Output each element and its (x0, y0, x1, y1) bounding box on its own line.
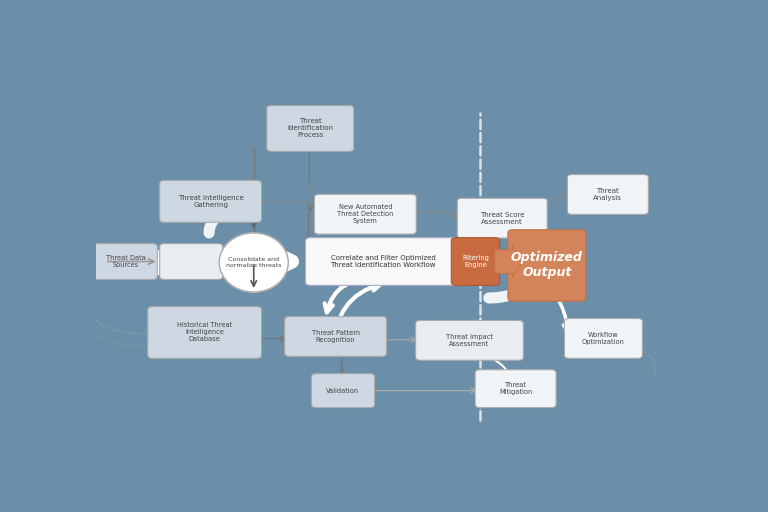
Text: Threat Intelligence
Gathering: Threat Intelligence Gathering (177, 195, 243, 208)
Ellipse shape (219, 233, 288, 292)
FancyBboxPatch shape (147, 307, 261, 358)
Text: Threat
Analysis: Threat Analysis (594, 188, 622, 201)
FancyBboxPatch shape (285, 316, 386, 356)
FancyBboxPatch shape (475, 370, 556, 408)
Text: Historical Threat
Intelligence
Database: Historical Threat Intelligence Database (177, 323, 232, 343)
Text: Threat Score
Assessment: Threat Score Assessment (480, 211, 525, 225)
Text: Threat Data
Sources: Threat Data Sources (106, 255, 146, 268)
Text: Threat
Identification
Process: Threat Identification Process (287, 118, 333, 138)
FancyBboxPatch shape (457, 198, 547, 238)
FancyBboxPatch shape (266, 105, 354, 152)
FancyBboxPatch shape (160, 244, 223, 280)
Text: Correlate and Filter Optimized
Threat Identification Workflow: Correlate and Filter Optimized Threat Id… (330, 255, 436, 268)
FancyBboxPatch shape (452, 238, 499, 285)
FancyBboxPatch shape (312, 374, 375, 408)
FancyBboxPatch shape (160, 181, 261, 222)
FancyBboxPatch shape (564, 318, 642, 358)
FancyBboxPatch shape (508, 230, 586, 301)
Text: New Automated
Threat Detection
System: New Automated Threat Detection System (337, 204, 393, 224)
FancyBboxPatch shape (306, 238, 461, 285)
Text: Threat Pattern
Recognition: Threat Pattern Recognition (312, 330, 359, 343)
Text: Threat Impact
Assessment: Threat Impact Assessment (446, 334, 493, 347)
FancyBboxPatch shape (94, 244, 157, 280)
Text: Workflow
Optimization: Workflow Optimization (582, 332, 625, 345)
Text: Threat
Mitigation: Threat Mitigation (499, 382, 532, 395)
Ellipse shape (219, 233, 288, 292)
FancyBboxPatch shape (415, 321, 523, 360)
FancyBboxPatch shape (568, 175, 648, 215)
Text: Validation: Validation (326, 388, 359, 394)
Text: Consolidate and
normalize threats: Consolidate and normalize threats (226, 257, 282, 268)
FancyArrow shape (495, 246, 521, 278)
FancyBboxPatch shape (314, 194, 416, 234)
Text: Filtering
Engine: Filtering Engine (462, 255, 489, 268)
Text: Optimized
Output: Optimized Output (511, 251, 583, 280)
